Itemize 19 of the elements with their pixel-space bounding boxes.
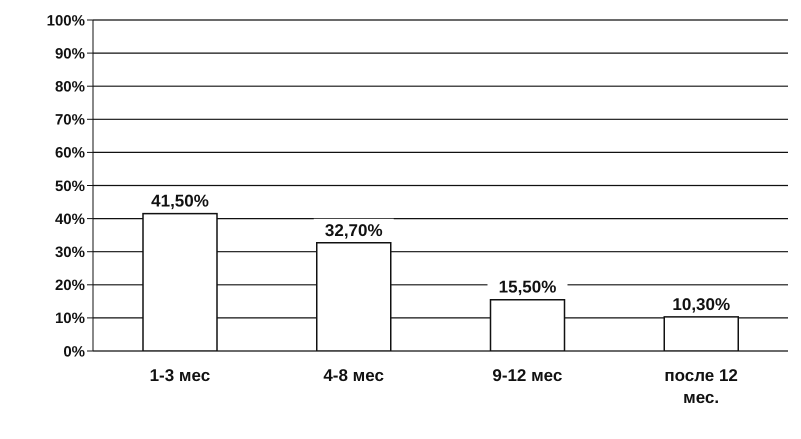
data-label: 15,50% [498, 278, 556, 297]
y-tick-label: 100% [46, 12, 85, 30]
y-tick-label: 70% [54, 112, 85, 129]
y-tick-label: 90% [54, 45, 85, 62]
y-tick-label: 30% [54, 244, 85, 262]
y-tick-label: 50% [54, 178, 85, 195]
data-label: 32,70% [324, 220, 383, 240]
x-tick-label: после 12 мес. [664, 366, 738, 407]
x-tick-label: 4-8 мес [323, 366, 384, 385]
x-tick-label: 1-3 мес [150, 366, 210, 385]
y-tick-label: 20% [54, 277, 85, 294]
y-tick-label: 60% [54, 144, 85, 162]
y-tick-label: 10% [54, 310, 85, 328]
x-tick-label: 9-12 мес [492, 366, 562, 385]
y-tick-label: 0% [63, 343, 85, 360]
data-label: 10,30% [672, 294, 730, 314]
y-tick-label: 80% [54, 78, 85, 96]
y-tick-label: 40% [54, 210, 85, 228]
data-label: 41,50% [151, 192, 209, 211]
